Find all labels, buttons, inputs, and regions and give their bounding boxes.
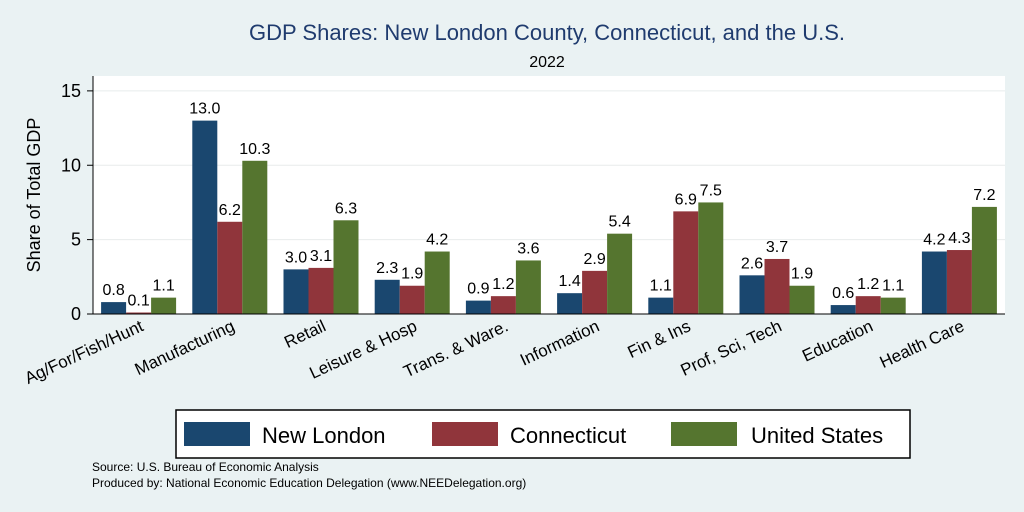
- data-label-united-states-retail: 6.3: [335, 200, 357, 217]
- data-label-connecticut-fin-ins: 6.9: [675, 191, 697, 208]
- produced-by-note: Produced by: National Economic Education…: [92, 476, 526, 490]
- legend: New London Connecticut United States: [175, 409, 911, 459]
- bar-new-london-health-care: [921, 251, 947, 314]
- bar-new-london-education: [830, 305, 856, 314]
- data-label-united-states-prof-sci-tech: 1.9: [791, 266, 813, 283]
- data-label-new-london-ag-for-fish-hunt: 0.8: [102, 282, 124, 299]
- data-label-united-states-trans-ware: 3.6: [517, 240, 539, 257]
- data-label-connecticut-ag-for-fish-hunt: 0.1: [127, 293, 149, 310]
- bar-new-london-manufacturing: [192, 120, 218, 314]
- bar-connecticut-trans-ware: [490, 296, 516, 314]
- x-tick-label: Manufacturing: [132, 316, 238, 379]
- y-axis-label: Share of Total GDP: [24, 118, 44, 273]
- y-tick-label: 10: [61, 155, 81, 175]
- x-tick-label: Ag/For/Fish/Hunt: [22, 316, 147, 388]
- bar-united-states-health-care: [971, 206, 997, 314]
- x-tick-label: Retail: [281, 316, 328, 352]
- x-tick-label: Information: [517, 316, 602, 369]
- bar-united-states-trans-ware: [515, 260, 541, 314]
- chart-subtitle: 2022: [529, 54, 565, 71]
- bar-new-london-trans-ware: [465, 300, 491, 314]
- source-note: Source: U.S. Bureau of Economic Analysis: [92, 460, 319, 474]
- bar-united-states-prof-sci-tech: [789, 285, 815, 314]
- bar-united-states-fin-ins: [698, 202, 724, 314]
- data-label-united-states-information: 5.4: [608, 214, 630, 231]
- data-label-connecticut-leisure-hosp: 1.9: [401, 266, 423, 283]
- legend-swatch-connecticut: [432, 422, 498, 446]
- data-label-new-london-health-care: 4.2: [923, 232, 945, 249]
- bar-connecticut-prof-sci-tech: [764, 258, 790, 314]
- data-label-connecticut-health-care: 4.3: [948, 230, 970, 247]
- legend-box: [175, 409, 911, 459]
- bar-united-states-information: [607, 233, 633, 314]
- data-labels: 0.80.11.113.06.210.33.0 3.16.32.3 1.94.20.…: [102, 101, 995, 310]
- legend-swatch-new-london: [184, 422, 250, 446]
- chart-title: GDP Shares: New London County, Connectic…: [249, 20, 845, 45]
- x-tick-label: Education: [799, 316, 876, 365]
- y-tick-label: 0: [71, 304, 81, 324]
- bar-new-london-information: [557, 293, 583, 314]
- data-label-new-london-fin-ins: 1.1: [650, 278, 672, 295]
- bar-connecticut-leisure-hosp: [399, 285, 425, 314]
- data-label-new-london-trans-ware: 0.9: [467, 281, 489, 298]
- bar-united-states-leisure-hosp: [424, 251, 450, 314]
- bar-new-london-fin-ins: [648, 297, 674, 314]
- legend-label-new-london: New London: [262, 423, 386, 448]
- data-label-connecticut-manufacturing: 6.2: [219, 202, 241, 219]
- bar-new-london-leisure-hosp: [374, 279, 400, 314]
- bar-connecticut-health-care: [946, 250, 972, 314]
- bar-connecticut-manufacturing: [217, 221, 243, 314]
- bar-new-london-ag-for-fish-hunt: [101, 302, 127, 314]
- bar-connecticut-fin-ins: [673, 211, 699, 314]
- bar-connecticut-education: [855, 296, 881, 314]
- data-label-new-london-retail: 3.0: [285, 249, 307, 266]
- x-tick-label: Trans. & Ware.: [401, 316, 511, 381]
- bar-connecticut-retail: [308, 267, 334, 314]
- data-label-united-states-education: 1.1: [882, 278, 904, 295]
- bar-new-london-prof-sci-tech: [739, 275, 765, 314]
- data-label-united-states-fin-ins: 7.5: [700, 182, 722, 199]
- data-label-connecticut-information: 2.9: [583, 251, 605, 268]
- bar-united-states-manufacturing: [242, 160, 268, 314]
- bars: [101, 120, 997, 314]
- data-label-united-states-leisure-hosp: 4.2: [426, 232, 448, 249]
- y-tick-label: 15: [61, 81, 81, 101]
- legend-label-united-states: United States: [751, 423, 883, 448]
- x-tick-label: Health Care: [877, 316, 967, 372]
- data-label-united-states-manufacturing: 10.3: [239, 141, 270, 158]
- data-label-new-london-prof-sci-tech: 2.6: [741, 255, 763, 272]
- bar-connecticut-ag-for-fish-hunt: [126, 312, 152, 314]
- data-label-connecticut-prof-sci-tech: 3.7: [766, 239, 788, 256]
- x-tick-label: Fin & Ins: [625, 316, 694, 362]
- bar-united-states-ag-for-fish-hunt: [151, 297, 177, 314]
- y-tick-label: 5: [71, 230, 81, 250]
- data-label-new-london-education: 0.6: [832, 285, 854, 302]
- data-label-new-london-leisure-hosp: 2.3: [376, 260, 398, 277]
- x-tick-label: Prof, Sci, Tech: [678, 316, 785, 379]
- y-axis: 0 5 10 15: [61, 76, 94, 324]
- data-label-connecticut-education: 1.2: [857, 276, 879, 293]
- bar-connecticut-information: [582, 270, 608, 314]
- data-label-connecticut-retail: 3.1: [310, 248, 332, 265]
- bar-united-states-education: [880, 297, 906, 314]
- legend-swatch-united-states: [671, 422, 737, 446]
- data-label-new-london-information: 1.4: [558, 273, 580, 290]
- data-label-united-states-health-care: 7.2: [973, 187, 995, 204]
- data-label-connecticut-trans-ware: 1.2: [492, 276, 514, 293]
- data-label-new-london-manufacturing: 13.0: [189, 101, 220, 118]
- bar-united-states-retail: [333, 220, 359, 314]
- legend-label-connecticut: Connecticut: [510, 423, 626, 448]
- bar-new-london-retail: [283, 269, 309, 314]
- data-label-united-states-ag-for-fish-hunt: 1.1: [152, 278, 174, 295]
